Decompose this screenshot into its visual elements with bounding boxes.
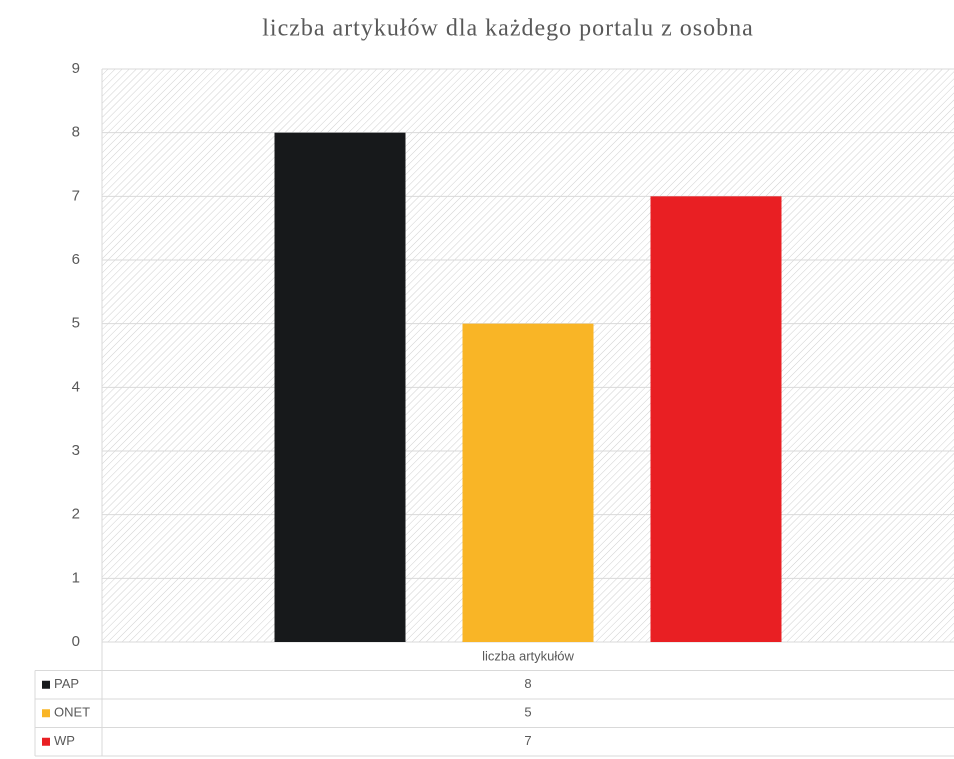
x-tick-label: liczba artykułów — [482, 648, 574, 663]
y-tick-label: 2 — [72, 506, 80, 523]
chart-title: liczba artykułów dla każdego portalu z o… — [262, 16, 754, 42]
bar — [462, 323, 594, 642]
y-tick-label: 9 — [72, 60, 80, 77]
y-tick-label: 5 — [72, 315, 80, 332]
legend-label: WP — [54, 733, 75, 748]
bar — [274, 132, 406, 642]
y-tick-label: 1 — [72, 569, 80, 586]
table-value: 5 — [524, 705, 531, 720]
y-tick-label: 3 — [72, 442, 80, 459]
legend-key — [42, 680, 50, 689]
y-tick-label: 0 — [72, 633, 80, 650]
y-tick-label: 6 — [72, 251, 80, 268]
legend-label: PAP — [54, 676, 79, 691]
bar — [650, 196, 782, 643]
legend-label: ONET — [54, 705, 90, 720]
y-tick-label: 8 — [72, 124, 80, 141]
legend-key — [42, 737, 50, 746]
y-tick-label: 4 — [72, 378, 80, 395]
table-value: 8 — [524, 676, 531, 691]
y-tick-label: 7 — [72, 187, 80, 204]
legend-key — [42, 709, 50, 718]
table-value: 7 — [524, 733, 531, 748]
